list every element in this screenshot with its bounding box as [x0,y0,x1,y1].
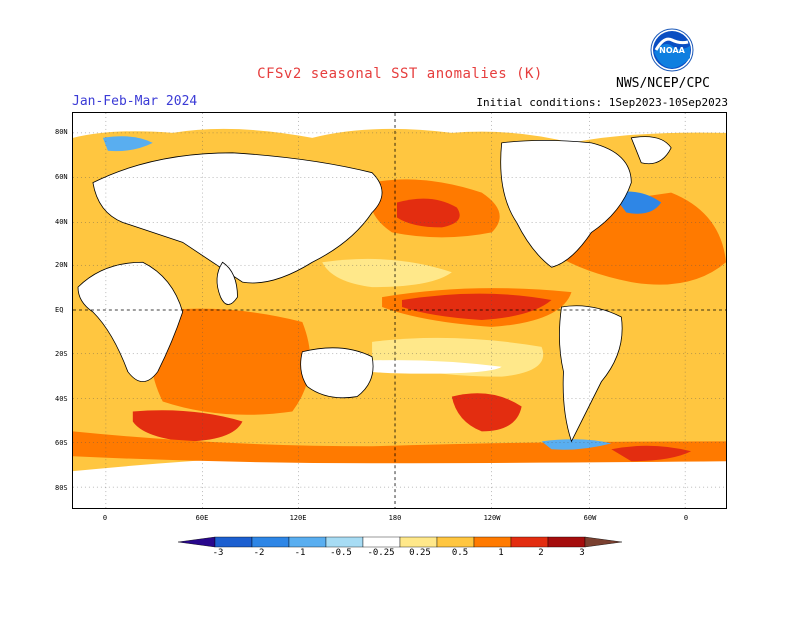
season-label: Jan-Feb-Mar 2024 [72,94,198,109]
lat-label: 20N [55,261,68,269]
colorbar-label: -2 [253,548,265,558]
lat-label: 60N [55,173,68,181]
lat-label: 40S [55,395,68,403]
indian-warm [149,308,311,415]
lon-label: 180 [388,514,402,522]
colorbar-segment [325,536,364,548]
greenland-land [630,136,672,165]
lon-label: 0 [102,514,108,522]
lat-label: 60S [55,439,68,447]
colorbar-segment [214,536,253,548]
colorbar-label: -0.5 [330,548,352,558]
colorbar-label: 1 [498,548,504,558]
colorbar-label: 0.5 [451,548,469,558]
enso-hot [401,293,552,320]
colorbar-segment [473,536,512,548]
colorbar-segment [436,536,475,548]
southern-hot [132,410,243,442]
colorbar-segment [547,536,586,548]
colorbar-label: 3 [579,548,585,558]
npac-neutral [322,258,452,288]
sst-anomaly-map [72,112,727,509]
npac-hot [397,198,460,228]
lon-label: 0 [683,514,689,522]
noaa-logo-icon: NOAA [650,28,694,72]
colorbar-segment [510,536,549,548]
colorbar-segment [177,536,216,548]
lon-label: 60E [195,514,209,522]
colorbar [177,536,623,548]
lat-label: 80S [55,484,68,492]
southern-ring [73,431,726,464]
antarctica-land [73,453,726,508]
colorbar-segment [362,536,401,548]
colorbar-segment [251,536,290,548]
lon-label: 120W [483,514,501,522]
south-america-land [559,305,623,443]
colorbar-label: 0.25 [409,548,431,558]
australia-land [300,347,374,399]
arctic-land [73,113,726,143]
arctic-cool [102,136,153,152]
chart-title: CFSv2 seasonal SST anomalies (K) [257,66,543,82]
so-cool [541,439,612,450]
colorbar-label: 2 [538,548,544,558]
colorbar-label: -3 [212,548,224,558]
lat-label: EQ [55,306,64,314]
lat-label: 40N [55,218,68,226]
spac-hot [451,393,522,432]
eurasia-land [92,152,383,284]
southern-ring-hot [611,445,692,462]
white-neutral-band [342,360,502,374]
lat-label: 80N [55,128,68,136]
colorbar-label: -1 [294,548,306,558]
lon-label: 60W [583,514,597,522]
agency-label: NWS/NCEP/CPC [616,76,710,91]
svg-text:NOAA: NOAA [659,46,685,55]
colorbar-segment [399,536,438,548]
colorbar-segment [584,536,623,548]
colorbar-segment [288,536,327,548]
india-land [216,261,238,305]
initial-conditions-label: Initial conditions: 1Sep2023-10Sep2023 [476,96,728,109]
africa-land [77,261,184,383]
lat-label: 20S [55,350,68,358]
colorbar-label: -0.25 [367,548,395,558]
lon-label: 120E [289,514,307,522]
